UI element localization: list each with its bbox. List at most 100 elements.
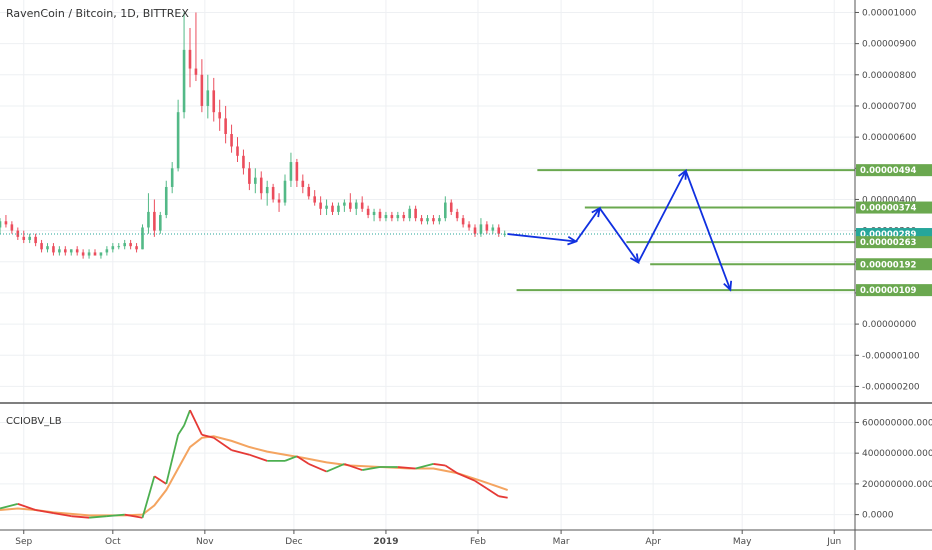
candle	[164, 180, 168, 219]
candle-body	[426, 218, 429, 222]
price-badge: 0.00000263	[856, 236, 932, 249]
candle	[194, 12, 198, 82]
candle	[360, 196, 364, 212]
candle	[46, 243, 49, 253]
candle-body	[283, 180, 287, 203]
candle	[212, 77, 216, 122]
candle	[34, 233, 37, 247]
price-badges: 0.00000494 0.00000374 0.000002890.00000263…	[856, 164, 932, 297]
candle-body	[473, 227, 477, 234]
candle-body	[4, 221, 8, 225]
candle-body	[188, 49, 192, 69]
indicator-axis-label: 600000000.0000	[862, 418, 932, 428]
arrow-shaft	[575, 207, 601, 243]
candle-body	[218, 112, 221, 119]
candle	[159, 211, 162, 234]
candle	[331, 202, 334, 216]
candle	[248, 162, 251, 191]
candle	[182, 12, 186, 119]
candle	[188, 28, 192, 88]
candle-body	[206, 90, 210, 106]
candle	[93, 249, 97, 256]
candle	[105, 246, 109, 256]
candle-body	[153, 211, 156, 231]
candle-body	[164, 186, 168, 216]
arrow-shaft	[598, 207, 640, 263]
candle	[461, 215, 465, 228]
candle-body	[254, 177, 257, 184]
candle	[313, 190, 316, 206]
candle-body	[277, 199, 281, 203]
candle	[4, 215, 8, 228]
candle	[230, 124, 233, 153]
candle	[52, 243, 55, 256]
candle-body	[444, 202, 447, 219]
candle	[444, 196, 447, 222]
candle-body	[343, 202, 346, 206]
price-axis-label: 0.00000000	[862, 320, 917, 330]
obv-line-segment	[415, 463, 434, 470]
price-badge-bg	[856, 236, 932, 249]
obv-line-segment	[177, 425, 185, 436]
candle	[218, 99, 221, 131]
candle-body	[349, 202, 352, 209]
candle	[366, 205, 370, 219]
obv-line-segment	[35, 509, 54, 514]
candle-body	[461, 218, 465, 225]
candlestick-series	[0, 12, 506, 259]
obv-line-segment	[141, 475, 156, 518]
price-badge-label: 0.00000494	[860, 166, 917, 176]
candle	[414, 205, 417, 222]
projection-arrow	[507, 233, 578, 246]
indicator-label: CCIOBV_LB	[6, 416, 62, 427]
obv-line-segment	[189, 409, 203, 436]
obv-line-segment	[486, 487, 500, 497]
price-badge-label: 0.00000192	[860, 260, 917, 270]
obv-line-segment	[296, 455, 310, 465]
projection-arrow	[575, 206, 601, 243]
candle	[224, 105, 227, 144]
candle	[170, 162, 174, 194]
obv-line-segment	[397, 466, 416, 470]
obv-line-segment	[326, 463, 345, 473]
time-axis-label: Sep	[15, 537, 32, 547]
candle-body	[34, 236, 37, 244]
candle-body	[28, 236, 31, 240]
candle-body	[93, 252, 97, 256]
candle	[111, 243, 115, 253]
candle	[277, 193, 281, 212]
price-badge-label: 0.00000109	[860, 286, 917, 296]
projection-arrows	[507, 168, 733, 292]
candle-body	[337, 205, 340, 212]
candle	[0, 218, 2, 234]
obv-line-segment	[124, 513, 143, 519]
obv-line-segment	[433, 463, 446, 467]
candle	[28, 233, 31, 244]
candle	[467, 221, 471, 231]
candle-body	[307, 186, 311, 197]
candle	[58, 246, 61, 256]
obv-line-segment	[183, 409, 191, 426]
obv-line-segment	[231, 449, 250, 456]
candle	[206, 74, 210, 119]
candle	[426, 215, 429, 225]
candle-body	[331, 205, 334, 212]
candle	[200, 59, 204, 113]
candle	[22, 230, 26, 244]
price-badge-bg	[856, 284, 932, 297]
candle	[242, 149, 245, 175]
obv-line-segment	[106, 513, 125, 518]
candle-body	[325, 205, 328, 209]
candle	[319, 196, 322, 216]
candle-body	[200, 74, 204, 106]
candle	[438, 215, 441, 225]
candle	[141, 224, 144, 250]
candle	[432, 215, 435, 225]
obv-line-segment	[498, 495, 508, 499]
candle-body	[384, 215, 388, 219]
candle-body	[390, 215, 394, 219]
candle	[69, 249, 73, 256]
candle	[147, 193, 150, 234]
